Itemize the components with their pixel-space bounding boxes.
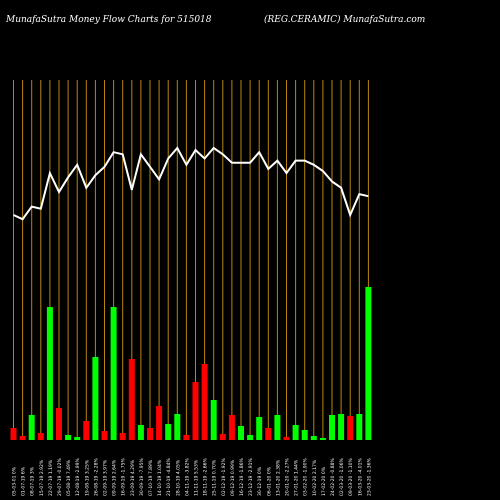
x-tick-label: 12-08-19 -2.99%: [75, 458, 81, 496]
x-tick-label: 16-09-19 -1.75%: [121, 458, 127, 496]
money-flow-bar: [83, 421, 90, 440]
x-tick-label: 18-11-19 -2.66%: [203, 458, 209, 496]
x-tick-label: 28-10-19 4.05%: [175, 459, 181, 496]
money-flow-bar: [274, 415, 281, 440]
money-flow-bar: [46, 307, 53, 440]
money-flow-bar: [219, 434, 226, 440]
x-tick-label: 02-12-19 -1.92%: [221, 458, 227, 496]
money-flow-bar: [128, 359, 135, 440]
x-tick-label: 09-12-19 0.99%: [230, 459, 236, 496]
money-flow-bar: [37, 433, 44, 440]
money-flow-bar: [265, 428, 272, 440]
money-flow-bar: [301, 430, 308, 440]
money-flow-bar: [210, 400, 217, 440]
x-tick-label: 05-03-01 0%: [12, 466, 18, 496]
money-flow-bar: [119, 433, 126, 440]
money-flow-bar: [283, 437, 290, 440]
x-tick-label: 11-11-19 5.53%: [194, 459, 200, 496]
money-flow-bar: [101, 431, 108, 440]
money-flow-bars: [10, 287, 372, 440]
x-tick-label: 01-07-19 6%: [21, 466, 27, 496]
money-flow-bar: [156, 406, 163, 440]
price-line-path: [13, 146, 369, 221]
x-tick-label: 09-09-19 2.64%: [112, 459, 118, 496]
money-flow-bar: [338, 414, 345, 440]
x-tick-label: 26-08-19 -2.28%: [93, 458, 99, 496]
money-flow-bar: [228, 415, 235, 440]
money-flow-bar: [174, 414, 181, 440]
money-flow-bar: [356, 414, 363, 440]
x-tick-label: 21-10-19 -4.84%: [166, 458, 172, 496]
money-flow-bar: [28, 415, 35, 440]
x-tick-label: 24-02-20 -0.88%: [330, 458, 336, 496]
price-line: [13, 146, 369, 221]
x-tick-label: 13-01-20 2.38%: [275, 459, 281, 496]
money-flow-bar: [74, 437, 81, 440]
money-flow-bar: [110, 307, 117, 440]
money-flow-bar: [56, 408, 62, 440]
x-tick-label: 29-07-19 -0.02%: [57, 458, 63, 496]
x-tick-label: 09-03-20 -1.10%: [348, 458, 354, 496]
x-tick-label: 07-10-19 7.89%: [148, 459, 154, 496]
x-tick-label: 23-09-19 4.29%: [130, 459, 136, 496]
money-flow-bar: [247, 435, 254, 440]
x-tick-label: 30-12-19 0%: [257, 466, 263, 496]
chart-subtitle: (REG.CERAMIC) MunafaSutra.com: [264, 15, 426, 25]
money-flow-bar: [347, 416, 354, 440]
money-flow-bar: [256, 417, 263, 440]
money-flow-bar: [137, 425, 144, 440]
x-tick-label: 30-09-19 -7.95%: [139, 458, 145, 496]
grid-lines: [13, 80, 369, 440]
x-tick-label: 25-11-19 0.70%: [212, 459, 218, 496]
money-flow-bar: [238, 426, 244, 440]
money-flow-bar: [201, 364, 208, 440]
money-flow-bar: [165, 424, 172, 440]
x-tick-label: 10-02-20 2.17%: [312, 459, 318, 496]
x-tick-label: 02-03-20 -1.06%: [339, 458, 345, 496]
x-tick-label: 20-01-20 -2.27%: [285, 458, 291, 496]
money-flow-bar: [319, 438, 326, 440]
x-tick-label: 22-07-19 1.19%: [48, 459, 54, 496]
x-tick-label: 04-11-19 -3.82%: [184, 458, 190, 496]
x-tick-label: 27-01-20 1.44%: [294, 459, 300, 496]
x-tick-label: 17-02-20 0%: [321, 466, 327, 496]
money-flow-bar: [192, 382, 199, 440]
x-tick-label: 23-12-19 -2.91%: [248, 458, 254, 496]
x-tick-label: 05-08-19 7.49%: [66, 459, 72, 496]
x-tick-label: 16-03-20 -4.01%: [357, 458, 363, 496]
money-flow-bar: [10, 428, 17, 440]
money-flow-bar: [65, 435, 72, 440]
money-flow-bar: [147, 428, 153, 440]
x-tick-label: 15-07-19 2.92%: [39, 459, 45, 496]
money-flow-bar: [19, 436, 26, 440]
x-tick-label: 02-09-19 3.97%: [103, 459, 109, 496]
x-tick-label: 06-01-20 0%: [266, 466, 272, 496]
x-tick-label: 08-07-19 3%: [30, 466, 36, 496]
x-tick-label: 23-03-20 -1.36%: [366, 458, 372, 496]
money-flow-bar: [329, 415, 335, 440]
x-tick-label: 16-12-19 -1.86%: [239, 458, 245, 496]
money-flow-bar: [310, 436, 317, 440]
chart-title: MunafaSutra Money Flow Charts for 515018: [6, 15, 212, 25]
money-flow-bar: [292, 425, 299, 440]
money-flow-bar: [365, 287, 372, 440]
x-tick-label: 03-02-20 -1.90%: [303, 458, 309, 496]
money-flow-bar: [183, 435, 190, 440]
x-tick-label: 14-10-19 1.04%: [157, 459, 163, 496]
x-tick-label: 19-08-19 3.25%: [84, 459, 90, 496]
x-tick-labels: 05-03-01 0% 01-07-19 6% 08-07-19 3% 15-07-1…: [12, 458, 373, 496]
money-flow-bar: [92, 357, 99, 440]
